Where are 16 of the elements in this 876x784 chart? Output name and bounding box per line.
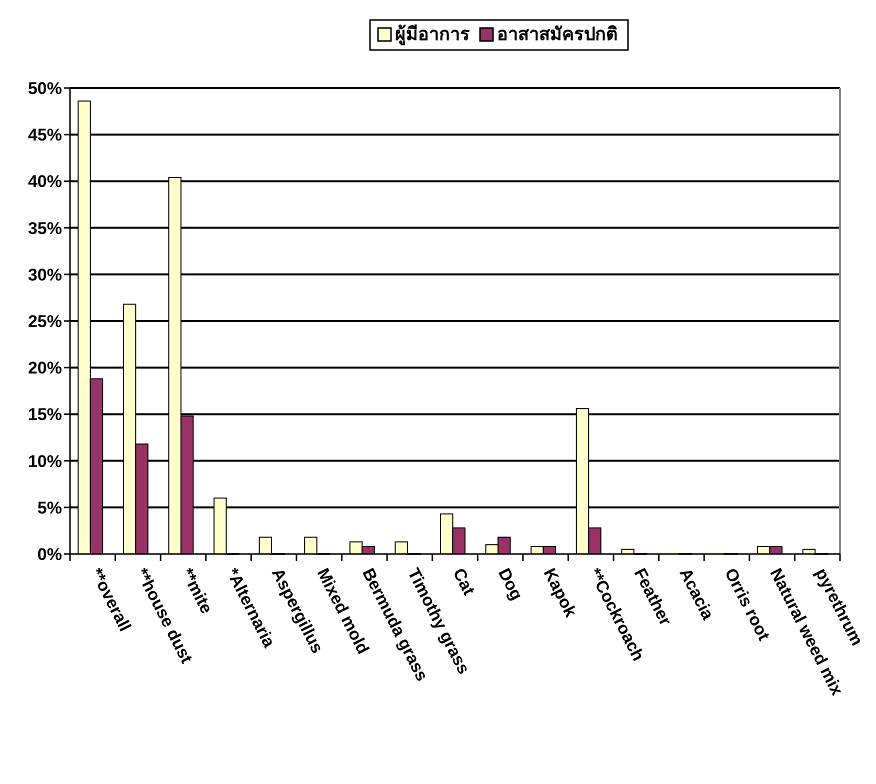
y-tick-label: 45% [28, 126, 62, 145]
legend-label: อาสาสมัครปกติ [497, 24, 618, 44]
y-tick-label: 5% [37, 498, 62, 518]
y-tick-label: 50% [28, 79, 62, 98]
x-tick-label: Dog [494, 565, 526, 604]
y-tick-label: 40% [28, 172, 62, 192]
legend-label: ผู้มีอาการ [395, 24, 470, 46]
y-tick-label: 10% [28, 452, 62, 471]
x-tick-label: Cat [449, 565, 479, 599]
y-tick-label: 20% [28, 358, 62, 378]
y-tick-label: 30% [28, 265, 62, 284]
x-tick-label: **mite [177, 565, 216, 617]
y-tick-label: 25% [28, 312, 62, 331]
y-tick-label: 15% [28, 405, 62, 424]
y-tick-label: 35% [28, 218, 62, 238]
y-tick-label: 0% [37, 545, 62, 564]
